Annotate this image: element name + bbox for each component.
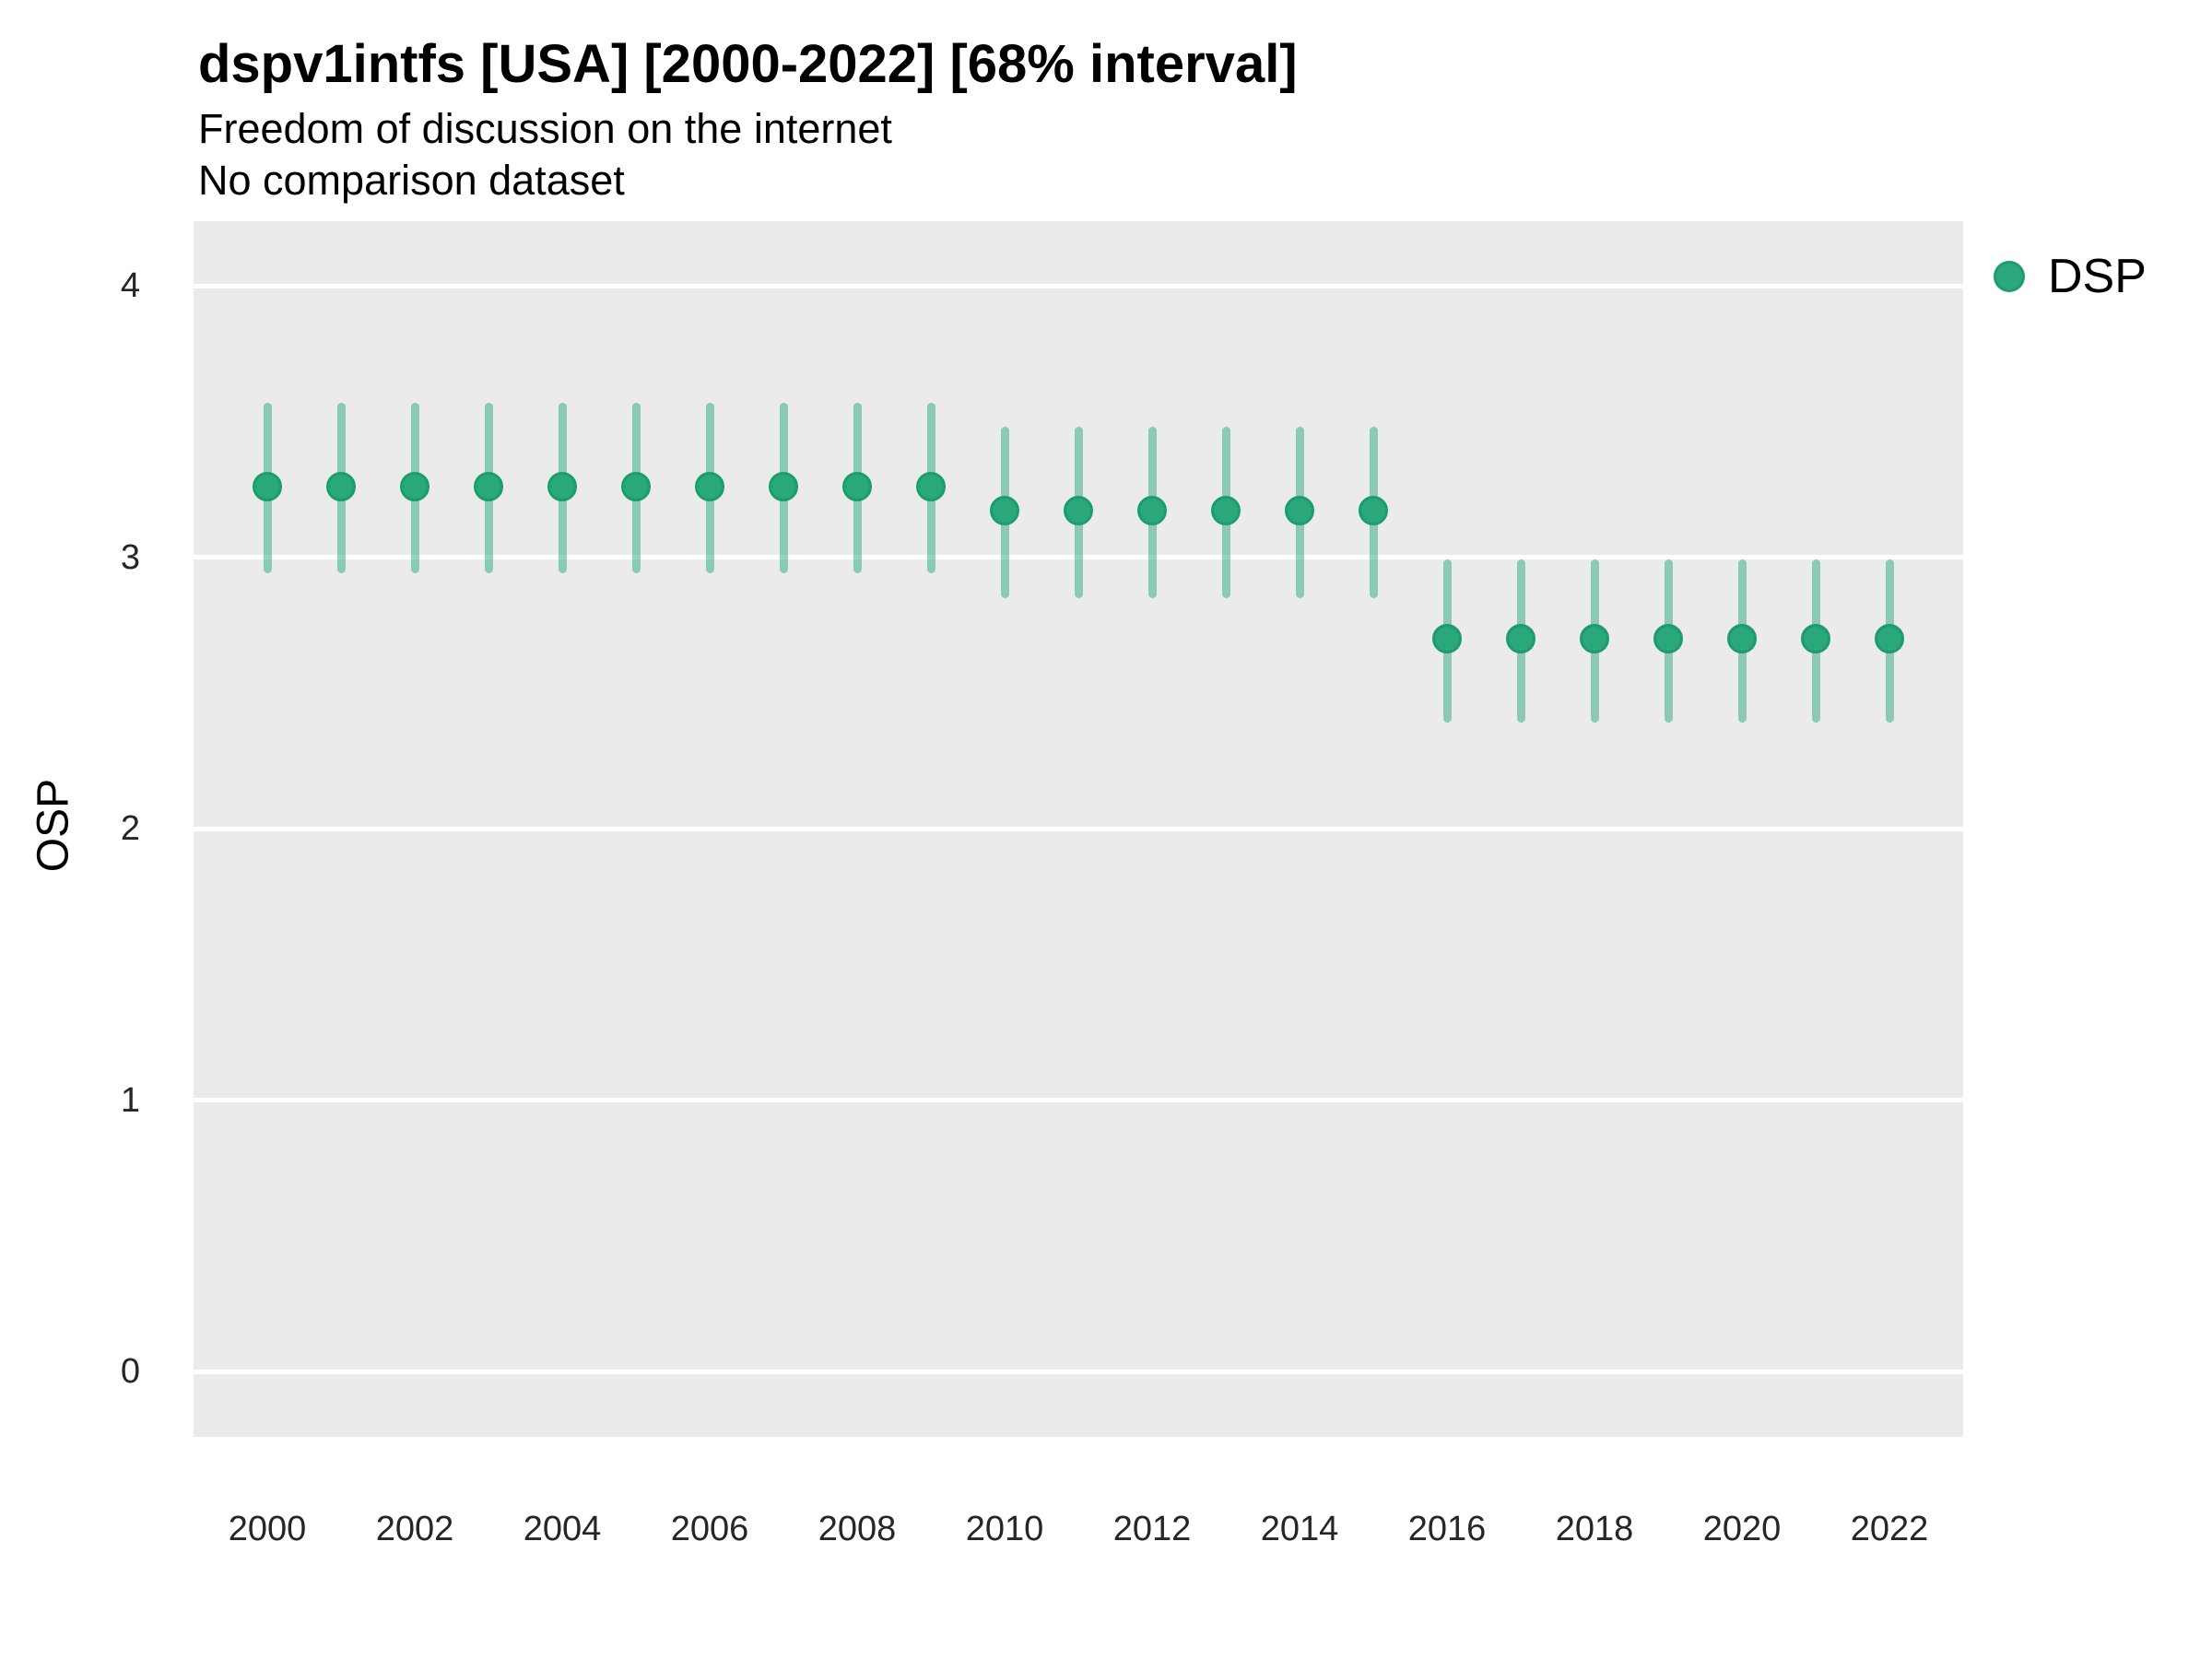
major-gridline [194,1098,1963,1102]
major-gridline [194,1369,1963,1374]
data-point [1580,623,1609,653]
data-point [474,471,503,501]
data-point [253,471,282,501]
data-point [1506,623,1535,653]
x-tick-label: 2002 [375,1510,454,1548]
chart-note: No comparison dataset [198,157,625,204]
data-point [1064,496,1093,526]
y-tick-label: 3 [120,537,140,577]
major-gridline [194,826,1963,831]
y-tick-label: 1 [120,1080,140,1120]
x-tick-label: 2022 [1850,1510,1929,1548]
data-point [1137,496,1167,526]
x-tick-label: 2012 [1112,1510,1192,1548]
data-point [1875,623,1904,653]
data-point [1432,623,1462,653]
data-point [400,471,429,501]
data-point [326,471,356,501]
major-gridline [194,283,1963,288]
legend-point-icon [1994,261,2025,292]
y-tick-label: 4 [120,266,140,305]
data-point [547,471,577,501]
x-tick-label: 2004 [523,1510,602,1548]
data-point [769,471,798,501]
data-point [1211,496,1241,526]
x-tick-label: 2020 [1702,1510,1782,1548]
x-tick-label: 2000 [228,1510,307,1548]
data-point [1801,623,1830,653]
data-point [1285,496,1314,526]
y-tick-label: 2 [120,809,140,848]
data-point [916,471,946,501]
x-tick-label: 2008 [818,1510,897,1548]
data-point [1359,496,1388,526]
x-tick-label: 2014 [1260,1510,1339,1548]
x-tick-label: 2018 [1555,1510,1634,1548]
data-point [1727,623,1757,653]
data-point [842,471,872,501]
y-tick-label: 0 [120,1352,140,1391]
data-point [695,471,724,501]
chart-title: dspv1intfs [USA] [2000-2022] [68% interv… [198,34,1298,94]
legend-label: DSP [2048,250,2147,303]
x-tick-label: 2010 [965,1510,1044,1548]
chart-subtitle: Freedom of discussion on the internet [198,105,892,152]
x-tick-label: 2016 [1407,1510,1487,1548]
data-point [1653,623,1683,653]
data-point [990,496,1019,526]
data-point [621,471,651,501]
x-tick-label: 2006 [670,1510,749,1548]
